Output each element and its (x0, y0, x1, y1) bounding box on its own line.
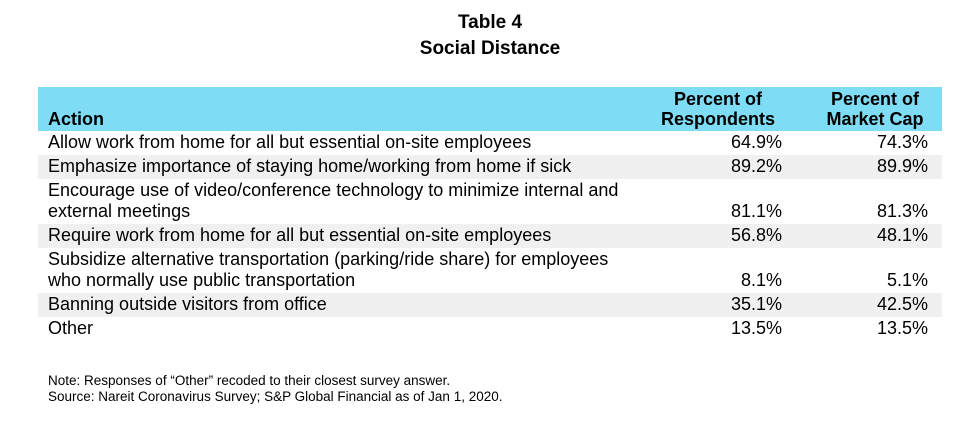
column-header-market-cap-line1: Percent of (830, 89, 920, 109)
action-cell: Banning outside visitors from office (48, 294, 327, 314)
market-cap-cell: 13.5% (876, 318, 928, 338)
column-header-market-cap-line2: Market Cap (826, 109, 924, 129)
column-header-respondents-line2: Respondents (660, 109, 775, 129)
column-header-respondents: Percent of Respondents (628, 87, 808, 131)
respondents-cell: 35.1% (730, 294, 782, 314)
action-cell: Encourage use of video/conference techno… (48, 180, 619, 221)
market-cap-cell: 74.3% (876, 132, 928, 152)
social-distance-table: Action Percent of Respondents Percent of… (38, 87, 942, 341)
respondents-cell: 56.8% (730, 225, 782, 245)
column-header-action: Action (48, 109, 104, 129)
table-note: Note: Responses of “Other” recoded to th… (48, 373, 451, 388)
header-row: Action Percent of Respondents Percent of… (38, 87, 942, 131)
data-table: Action Percent of Respondents Percent of… (38, 87, 942, 341)
action-cell: Allow work from home for all but essenti… (48, 132, 532, 152)
table-source: Source: Nareit Coronavirus Survey; S&P G… (48, 389, 503, 404)
action-cell: Other (48, 318, 94, 338)
action-cell: Emphasize importance of staying home/wor… (48, 156, 572, 176)
respondents-cell: 89.2% (730, 156, 782, 176)
table-heading: Table 4 Social Distance (0, 10, 980, 62)
respondents-cell: 64.9% (730, 132, 782, 152)
action-cell: Subsidize alternative transportation (pa… (48, 249, 609, 290)
column-header-respondents-line1: Percent of (673, 89, 763, 109)
table-row: Emphasize importance of staying home/wor… (38, 155, 942, 179)
market-cap-cell: 81.3% (876, 201, 928, 221)
table-row: Encourage use of video/conference techno… (38, 179, 942, 224)
respondents-cell: 81.1% (730, 201, 782, 221)
table-row: Other 13.5% 13.5% (38, 317, 942, 341)
market-cap-cell: 89.9% (876, 156, 928, 176)
table-row: Allow work from home for all but essenti… (38, 131, 942, 155)
table-title: Table 4 (457, 12, 523, 33)
table-row: Require work from home for all but essen… (38, 224, 942, 248)
respondents-cell: 13.5% (730, 318, 782, 338)
action-cell: Require work from home for all but essen… (48, 225, 552, 245)
table-footnotes: Note: Responses of “Other” recoded to th… (48, 373, 503, 405)
market-cap-cell: 48.1% (876, 225, 928, 245)
table-row: Subsidize alternative transportation (pa… (38, 248, 942, 293)
table-subtitle: Social Distance (419, 38, 561, 59)
market-cap-cell: 42.5% (876, 294, 928, 314)
table-row: Banning outside visitors from office 35.… (38, 293, 942, 317)
market-cap-cell: 5.1% (886, 270, 928, 290)
column-header-market-cap: Percent of Market Cap (808, 87, 942, 131)
respondents-cell: 8.1% (740, 270, 782, 290)
